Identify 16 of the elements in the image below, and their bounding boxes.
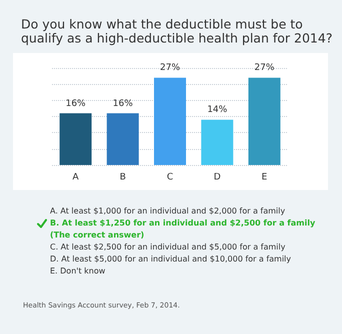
data-label: 14%	[207, 105, 228, 116]
text: E. Don't know	[50, 266, 106, 276]
x-tick-label: C	[166, 172, 174, 182]
text: C. At least $2,500 for an individual and $5,000 for a family	[50, 242, 286, 252]
data-label: 16%	[112, 98, 134, 109]
x-tick-label: E	[262, 172, 268, 182]
data-label: 16%	[66, 98, 86, 109]
data-label: 27%	[254, 63, 275, 74]
data-label: 27%	[160, 63, 180, 74]
chart-title: Do you know what the deductible must be to qualify as a high-deductible health plan for 2014?	[21, 16, 332, 46]
text: D. At least $5,000 for an individual and $10,000 for a family	[50, 254, 292, 264]
text: A. At least $1,000 for an individual and $2,000 for a family	[50, 206, 286, 216]
x-tick-label: B	[120, 172, 126, 182]
x-tick-label: A	[72, 172, 80, 182]
text: B. At least $1,250 for an individual and $2,500 for a family (The correct answer)	[50, 218, 316, 240]
x-tick-label: D	[214, 172, 221, 182]
